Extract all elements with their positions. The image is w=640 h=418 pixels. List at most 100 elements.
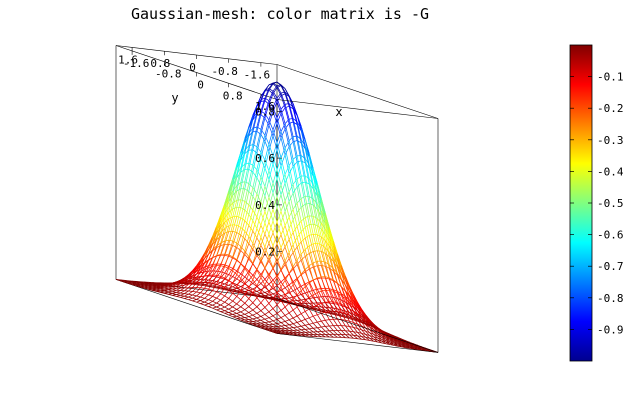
mesh-segment: [232, 174, 238, 192]
mesh-segment: [296, 326, 302, 331]
mesh-segment: [196, 301, 201, 304]
mesh-segment: [304, 303, 310, 307]
mesh-segment: [280, 270, 286, 279]
mesh-segment: [320, 288, 326, 297]
mesh-segment: [208, 279, 213, 281]
mesh-segment: [168, 293, 173, 295]
mesh-segment: [369, 332, 374, 338]
mesh-segment: [357, 332, 362, 337]
mesh-segment: [192, 276, 197, 279]
mesh-segment: [236, 278, 241, 282]
mesh-segment: [260, 277, 266, 285]
mesh-segment: [300, 249, 306, 255]
mesh-segment: [325, 311, 330, 313]
mesh-segment: [369, 320, 374, 326]
mesh-segment: [345, 277, 350, 289]
mesh-segment: [309, 315, 314, 319]
mesh-segment: [272, 209, 278, 223]
mesh-segment: [385, 340, 390, 343]
mesh-segment: [272, 101, 278, 112]
z-tick-label: 0.2: [255, 246, 275, 259]
mesh-segment: [264, 303, 270, 308]
mesh-segment: [349, 320, 354, 323]
mesh-segment: [244, 294, 250, 299]
mesh-segment: [232, 206, 237, 210]
mesh-segment: [240, 227, 246, 232]
mesh-segment: [232, 293, 238, 297]
mesh-segment: [328, 296, 334, 304]
y-tick-label: -0.8: [211, 65, 238, 78]
mesh-segment: [393, 343, 398, 346]
mesh-segment: [296, 300, 302, 304]
mesh-segment: [292, 232, 298, 248]
mesh-segment: [361, 329, 366, 332]
mesh-segment: [345, 319, 350, 327]
mesh-segment: [272, 320, 278, 324]
mesh-segment: [272, 169, 278, 184]
mesh-segment: [224, 304, 229, 308]
mesh-segment: [288, 192, 294, 202]
mesh-segment: [280, 92, 286, 105]
mesh-segment: [288, 228, 294, 245]
mesh-segment: [373, 333, 378, 337]
mesh-segment: [280, 93, 286, 96]
mesh-segment: [288, 216, 294, 233]
mesh-segment: [313, 260, 318, 264]
colorbar: -0.1-0.2-0.3-0.4-0.5-0.6-0.7-0.8-0.9: [569, 44, 624, 362]
mesh-segment: [184, 276, 189, 281]
mesh-segment: [325, 309, 330, 313]
mesh-segment: [252, 314, 258, 319]
mesh-segment: [228, 216, 234, 232]
y-axis-label: y: [171, 91, 178, 105]
mesh-segment: [268, 182, 274, 198]
mesh-segment: [248, 287, 254, 294]
mesh-segment: [320, 261, 326, 277]
mesh-segment: [160, 284, 165, 286]
mesh-segment: [248, 302, 254, 307]
mesh-segment: [264, 207, 270, 223]
mesh-segment: [244, 163, 250, 182]
mesh-segment: [224, 268, 230, 279]
mesh-segment: [337, 258, 342, 273]
mesh-segment: [240, 181, 245, 183]
mesh-segment: [312, 176, 318, 196]
mesh-segment: [252, 295, 257, 297]
mesh-segment: [200, 301, 205, 304]
mesh-segment: [232, 190, 238, 196]
mesh-segment: [296, 121, 302, 140]
colorbar-tick-label: -0.9: [597, 323, 624, 336]
mesh-segment: [313, 292, 318, 296]
mesh-segment: [200, 283, 205, 285]
mesh-segment: [256, 176, 262, 194]
mesh-segment: [300, 256, 306, 261]
mesh-segment: [317, 321, 322, 328]
mesh-segment: [252, 309, 258, 314]
mesh-segment: [204, 254, 209, 263]
mesh-segment: [349, 291, 354, 299]
mesh-segment: [208, 288, 213, 291]
mesh-segment: [172, 285, 177, 289]
mesh-segment: [337, 313, 342, 317]
mesh-segment: [156, 288, 161, 291]
mesh-segment: [228, 310, 233, 313]
mesh-segment: [244, 291, 249, 294]
mesh-segment: [300, 231, 306, 250]
mesh-segment: [248, 273, 254, 280]
mesh-segment: [228, 244, 233, 246]
mesh-segment: [208, 238, 213, 250]
mesh-segment: [316, 195, 322, 206]
mesh-segment: [309, 322, 314, 325]
mesh-segment: [220, 266, 226, 277]
mesh-segment: [300, 160, 306, 183]
mesh-segment: [252, 152, 258, 173]
mesh-segment: [272, 234, 278, 247]
mesh-segment: [224, 306, 229, 310]
mesh-segment: [304, 175, 310, 180]
mesh-segment: [228, 308, 233, 312]
mesh-segment: [216, 223, 222, 238]
mesh-segment: [325, 253, 330, 258]
mesh-segment: [304, 265, 310, 270]
mesh-segment: [252, 228, 258, 244]
mesh-segment: [240, 282, 246, 291]
mesh-segment: [200, 275, 205, 283]
